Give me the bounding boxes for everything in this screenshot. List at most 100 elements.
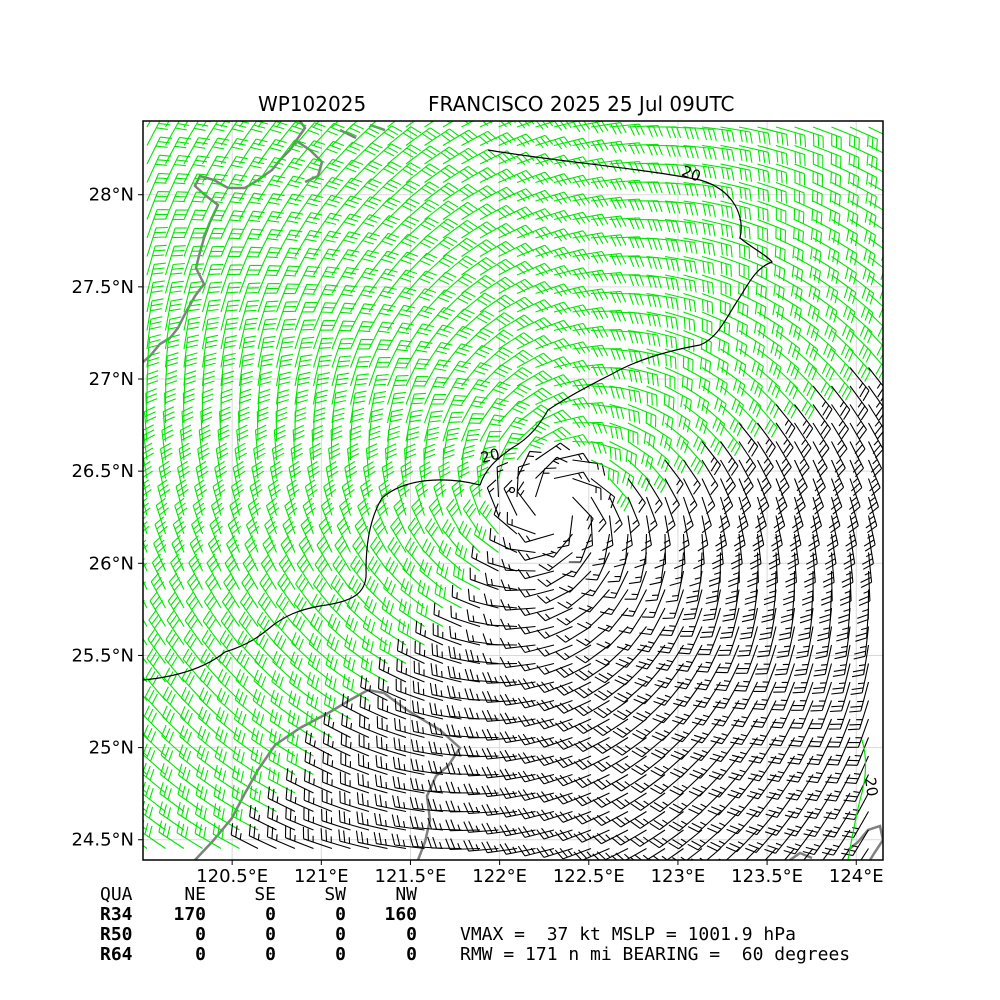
storm-id-title: WP102025: [258, 92, 367, 116]
wind-barb: [609, 198, 645, 211]
wind-barb: [786, 755, 814, 783]
wind-barb: [404, 443, 417, 479]
wind-barb: [868, 311, 883, 341]
wind-barb: [182, 648, 203, 683]
wind-barb: [362, 615, 388, 646]
wind-barb: [378, 479, 392, 516]
wind-barb: [442, 129, 479, 146]
wind-barb: [555, 718, 592, 732]
wind-barb: [590, 196, 627, 210]
wind-barb: [773, 663, 796, 693]
wind-barb: [276, 175, 305, 202]
wind-barb: [383, 576, 407, 609]
wind-barb: [460, 428, 481, 461]
wind-barb: [393, 737, 425, 757]
wind-barb: [784, 811, 814, 837]
wind-barb: [825, 755, 851, 784]
wind-barb: [725, 570, 740, 605]
radii-value: 0: [265, 904, 276, 925]
wind-barb: [857, 589, 870, 624]
wind-barb: [572, 250, 609, 264]
wind-barb: [609, 255, 645, 268]
wind-barb: [331, 159, 364, 183]
wind-barb: [632, 718, 666, 740]
wind-barb: [648, 848, 684, 860]
wind-barb: [386, 425, 400, 461]
wind-barb: [461, 327, 494, 350]
wind-barb: [517, 532, 555, 543]
wind-barb: [737, 848, 758, 860]
wind-barb: [446, 685, 481, 702]
wind-barb: [259, 573, 277, 609]
wind-barb: [201, 370, 216, 405]
wind-barb: [267, 786, 296, 812]
wind-barb: [368, 425, 381, 461]
wind-barb: [368, 357, 391, 387]
wind-barb: [812, 441, 828, 477]
wind-barb: [627, 124, 664, 138]
wind-barb: [868, 441, 883, 478]
wind-barb: [442, 255, 477, 276]
wind-barb: [535, 426, 571, 442]
wind-barb: [257, 193, 285, 220]
wind-barb: [553, 471, 591, 483]
wind-barb: [633, 681, 666, 705]
wind-barb: [368, 303, 396, 331]
wind-barb: [387, 322, 414, 350]
wind-barb: [164, 370, 178, 405]
wind-barb: [239, 174, 267, 202]
wind-barb: [573, 829, 610, 843]
wind-barb: [273, 424, 286, 461]
wind-barb: [409, 796, 444, 813]
wind-barb: [257, 138, 287, 165]
wind-barb: [276, 211, 304, 239]
wind-barb: [201, 209, 227, 239]
wind-barb: [769, 718, 795, 747]
wind-barb: [236, 424, 249, 461]
wind-barb: [164, 262, 185, 294]
wind-barb: [253, 669, 277, 701]
wind-barb: [217, 668, 240, 701]
wind-barb: [578, 589, 610, 613]
wind-barb: [275, 318, 297, 350]
wind-barb: [410, 758, 444, 776]
wind-barb: [148, 610, 166, 646]
wind-barb: [434, 582, 462, 609]
wind-barb: [321, 808, 351, 831]
wind-barb: [158, 801, 185, 831]
wind-barb: [320, 497, 335, 535]
wind-barbs: [143, 121, 883, 860]
wind-barb: [331, 249, 360, 276]
wind-barb: [287, 709, 314, 738]
wind-barb: [763, 570, 777, 606]
wind-barb: [257, 335, 276, 368]
wind-barb: [285, 787, 314, 813]
wind-barb: [738, 441, 757, 477]
wind-barb: [736, 496, 749, 534]
wind-barb: [574, 718, 610, 734]
wind-barb: [158, 820, 185, 849]
coastline-islands-se: [789, 824, 883, 860]
wind-barb: [554, 755, 592, 769]
wind-barb: [479, 258, 516, 276]
wind-barb: [517, 678, 555, 690]
wind-barb: [163, 667, 185, 701]
wind-barb: [516, 420, 550, 442]
wind-barb: [442, 183, 478, 202]
wind-barb: [331, 213, 362, 239]
wind-barb: [387, 233, 419, 257]
wind-barb: [312, 337, 334, 368]
wind-barb: [775, 293, 802, 322]
wind-barb: [757, 237, 786, 262]
wind-barb: [498, 206, 535, 220]
wind-barb: [630, 774, 666, 793]
wind-barb: [653, 681, 684, 706]
wind-barb: [668, 829, 703, 850]
wind-barb: [849, 681, 870, 713]
wind-barb: [732, 681, 758, 710]
wind-barb: [627, 496, 640, 534]
wind-barb: [822, 811, 851, 838]
wind-barb: [248, 824, 277, 849]
wind-barb: [326, 633, 351, 664]
wind-barb: [535, 356, 572, 370]
